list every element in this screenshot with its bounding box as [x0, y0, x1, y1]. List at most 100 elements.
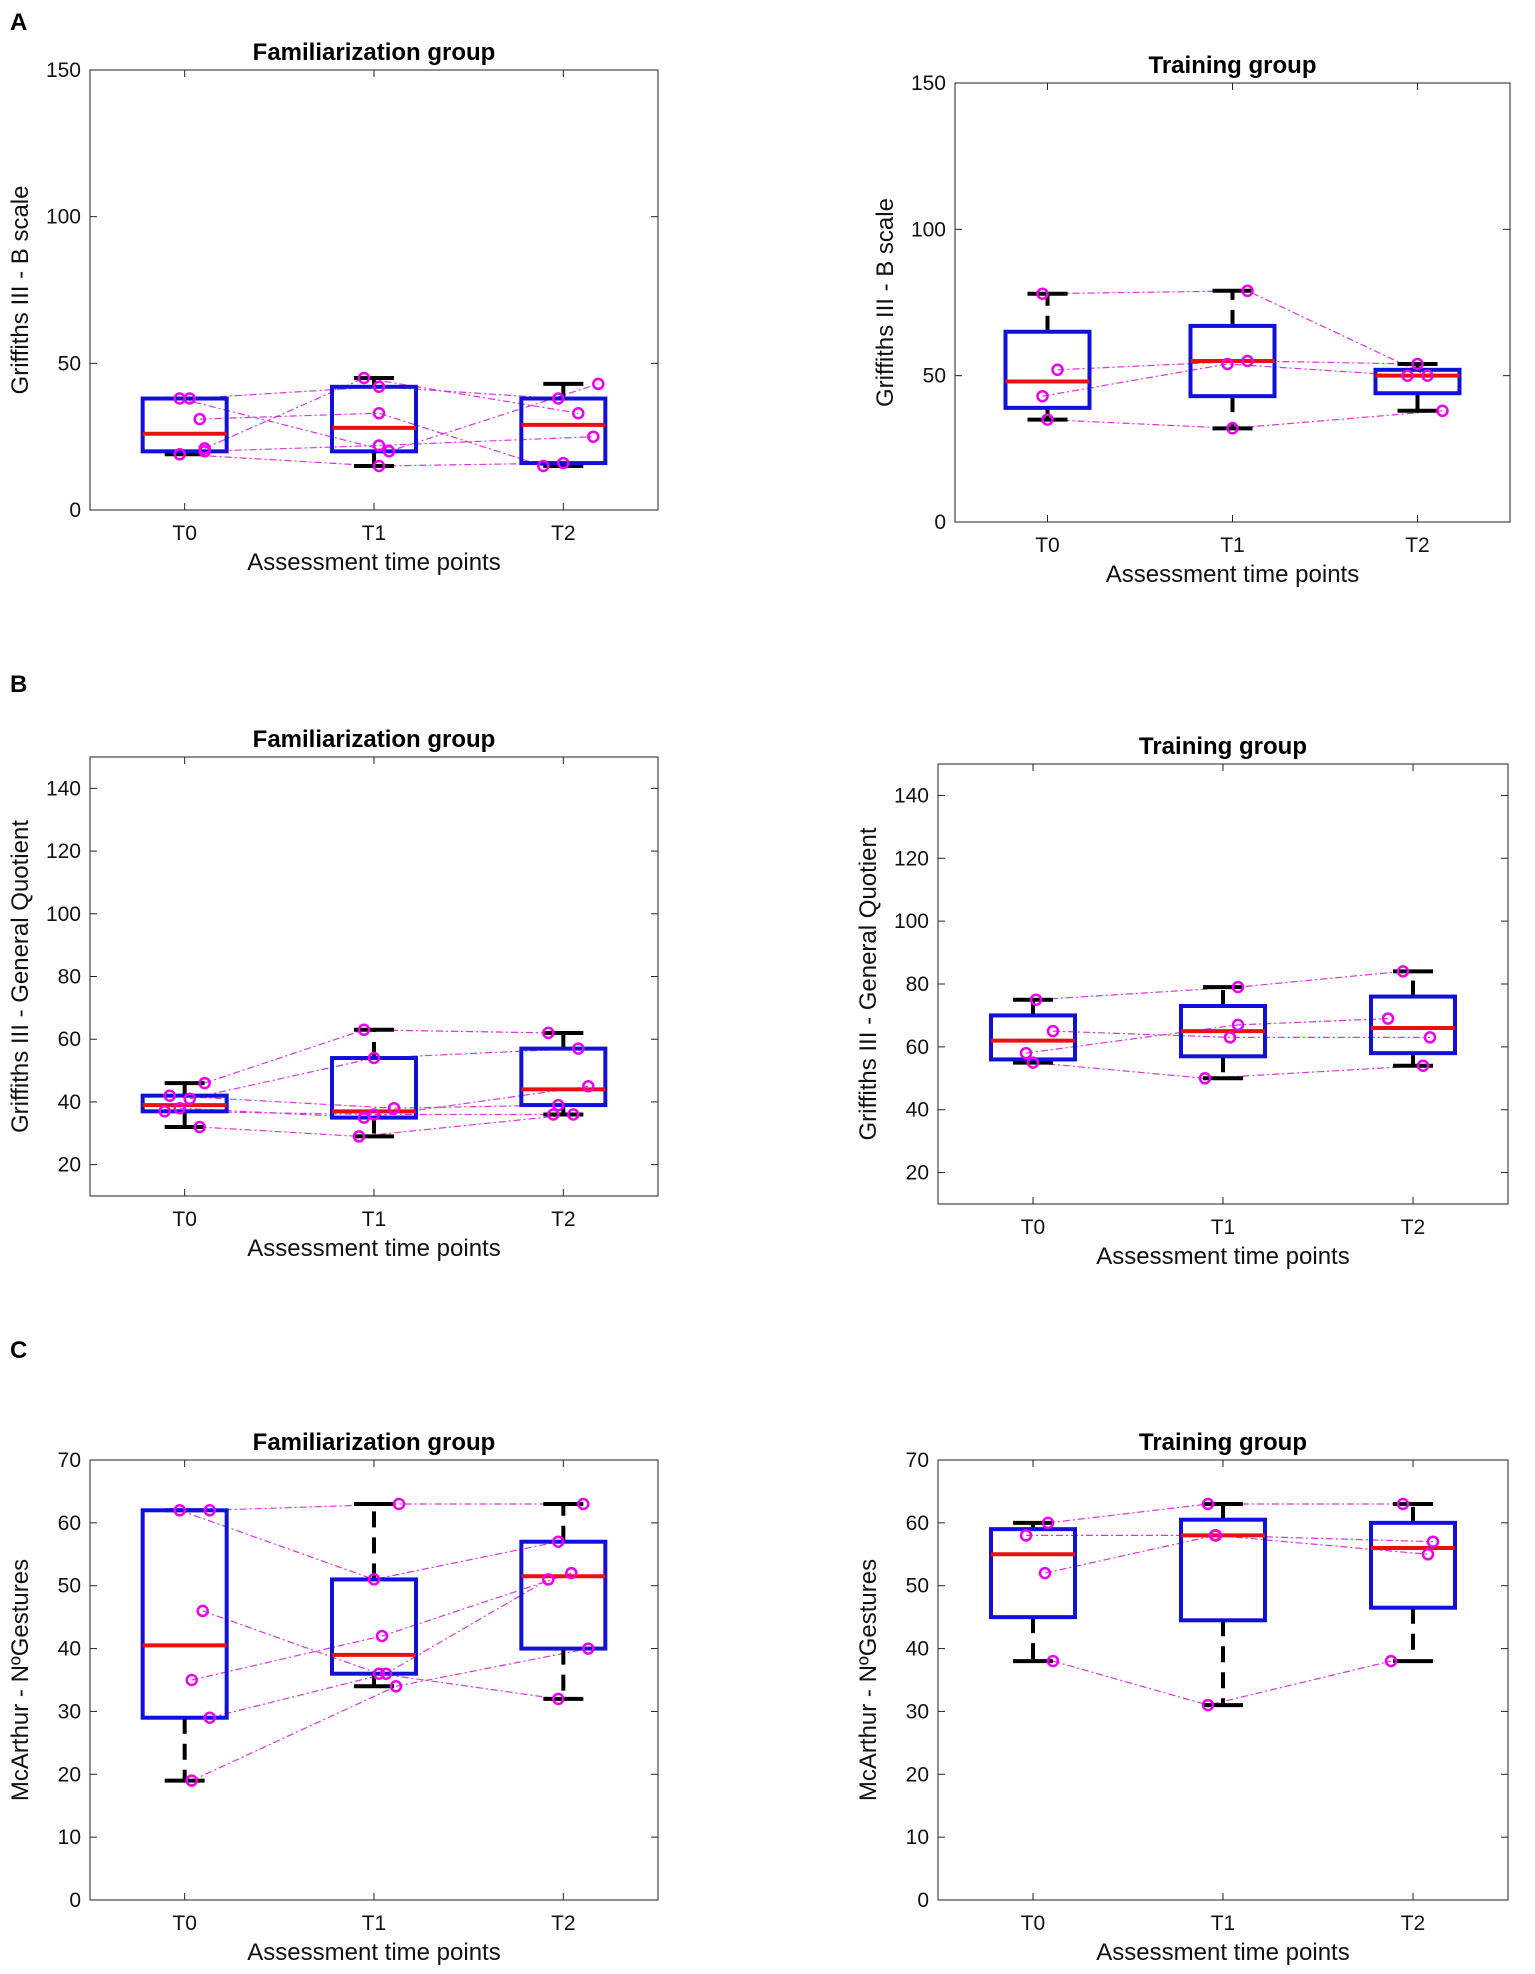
x-axis-label: Assessment time points	[247, 549, 500, 576]
chart-c-familiarization: 0 10 20 30 40 50 60 70 T0 T1 T2 Familiarization gro…	[7, 1429, 659, 1966]
box-iqr	[989, 1013, 1077, 1062]
x-tick-label-t0: T0	[172, 1912, 197, 1935]
data-point	[572, 406, 585, 420]
data-point	[392, 1497, 406, 1511]
data-point	[173, 1101, 186, 1115]
data-point	[1198, 1072, 1212, 1085]
x-tick-label-t1: T1	[1211, 1912, 1236, 1935]
data-point	[1241, 354, 1254, 368]
data-point	[185, 1774, 198, 1787]
data-point	[1051, 363, 1064, 377]
data-point	[1036, 287, 1049, 300]
box-iqr	[519, 1539, 608, 1651]
x-tick-label-t2: T2	[1405, 534, 1430, 557]
x-tick-label-t1: T1	[1211, 1216, 1236, 1239]
data-point	[1201, 1698, 1215, 1712]
y-tick-label: 0	[934, 511, 946, 534]
y-tick-label: 20	[58, 1154, 81, 1177]
x-axis-label: Assessment time points	[247, 1939, 500, 1966]
data-point	[537, 459, 550, 473]
chart-title: Training group	[1139, 1429, 1307, 1456]
data-point	[1421, 1548, 1435, 1561]
chart-title: Familiarization group	[253, 1429, 496, 1456]
y-tick-label: 30	[906, 1700, 929, 1723]
subject-trajectory-line	[191, 1648, 589, 1782]
y-tick-label: 80	[58, 966, 81, 989]
data-point	[193, 412, 206, 426]
y-tick-label: 100	[911, 218, 946, 241]
data-point	[1426, 1535, 1440, 1548]
data-point	[1019, 1529, 1033, 1542]
y-axis-label: Griffiths III - General Quotient	[855, 827, 882, 1140]
y-tick-label: 60	[58, 1512, 81, 1535]
x-axis-label: Assessment time points	[1096, 1939, 1349, 1966]
data-point	[577, 1497, 590, 1511]
chart-title: Training group	[1139, 733, 1307, 760]
y-tick-label: 100	[894, 910, 929, 933]
subject-trajectory-line	[179, 383, 599, 452]
subject-trajectory-line	[199, 1113, 574, 1138]
data-point	[372, 1667, 386, 1680]
y-tick-label: 60	[906, 1036, 929, 1059]
data-point	[372, 459, 386, 473]
data-point	[552, 1098, 565, 1112]
x-axis-label: Assessment time points	[1106, 561, 1359, 588]
data-point	[1241, 284, 1254, 298]
box-iqr	[1369, 1520, 1457, 1610]
subject-trajectory-line	[204, 377, 579, 449]
x-axis-label: Assessment time points	[247, 1235, 500, 1262]
data-point	[382, 445, 396, 458]
y-axis-label: McArthur - NºGestures	[855, 1559, 882, 1801]
data-point	[357, 371, 371, 385]
box-iqr	[140, 396, 229, 454]
x-tick-label-t2: T2	[551, 522, 576, 545]
chart-c-training: 0 10 20 30 40 50 60 70 T0 T1 T2 Training group Asses…	[855, 1429, 1509, 1966]
y-tick-label: 40	[906, 1638, 929, 1661]
y-tick-label: 80	[906, 973, 929, 996]
y-tick-label: 100	[46, 903, 81, 926]
plot-frame	[954, 82, 1511, 523]
y-tick-label: 150	[911, 72, 946, 95]
subject-trajectory-line	[179, 1509, 559, 1581]
data-point	[547, 1108, 560, 1121]
y-tick-label: 50	[58, 352, 81, 375]
data-point	[1019, 1046, 1033, 1060]
y-tick-label: 10	[906, 1826, 929, 1849]
data-point	[357, 1023, 371, 1037]
data-point	[582, 1642, 595, 1655]
data-point	[1411, 357, 1424, 371]
data-point	[542, 1026, 555, 1040]
x-tick-label-t2: T2	[1401, 1912, 1426, 1935]
plot-frame	[937, 763, 1509, 1205]
data-point	[185, 1673, 198, 1687]
data-point	[1221, 357, 1234, 371]
data-point	[1041, 1516, 1055, 1530]
y-tick-label: 70	[58, 1449, 81, 1472]
x-tick-label-t0: T0	[172, 1208, 197, 1231]
data-point	[1226, 422, 1239, 435]
x-tick-label-t2: T2	[551, 1208, 576, 1231]
x-tick-label-t0: T0	[1021, 1216, 1046, 1239]
x-axis-label: Assessment time points	[1096, 1243, 1349, 1270]
subject-trajectory-line	[209, 1503, 584, 1511]
data-point	[183, 1092, 196, 1106]
data-point	[1381, 1012, 1395, 1025]
data-point	[582, 1080, 595, 1093]
data-point	[572, 1042, 585, 1055]
y-axis-label: Griffiths III - B scale	[7, 186, 34, 395]
data-point	[552, 1535, 565, 1548]
chart-b-training: 20 40 60 80 100 120 140 T0 T1 T2 Training group Ass…	[855, 733, 1509, 1270]
chart-a-familiarization: 0 50 100 150 T0 T1 T2 Familiarization group Asse…	[7, 39, 659, 576]
panel-label-a: A	[10, 9, 27, 36]
data-point	[193, 1120, 206, 1134]
x-tick-label-t1: T1	[362, 1208, 387, 1231]
box-iqr	[330, 1577, 418, 1676]
data-point	[1041, 413, 1054, 426]
y-tick-label: 120	[46, 840, 81, 863]
data-point	[552, 1692, 565, 1706]
panel-label-b: B	[10, 671, 27, 698]
data-point	[1223, 1031, 1237, 1044]
data-point	[552, 392, 565, 405]
data-point	[1038, 1566, 1052, 1580]
data-point	[587, 430, 600, 443]
